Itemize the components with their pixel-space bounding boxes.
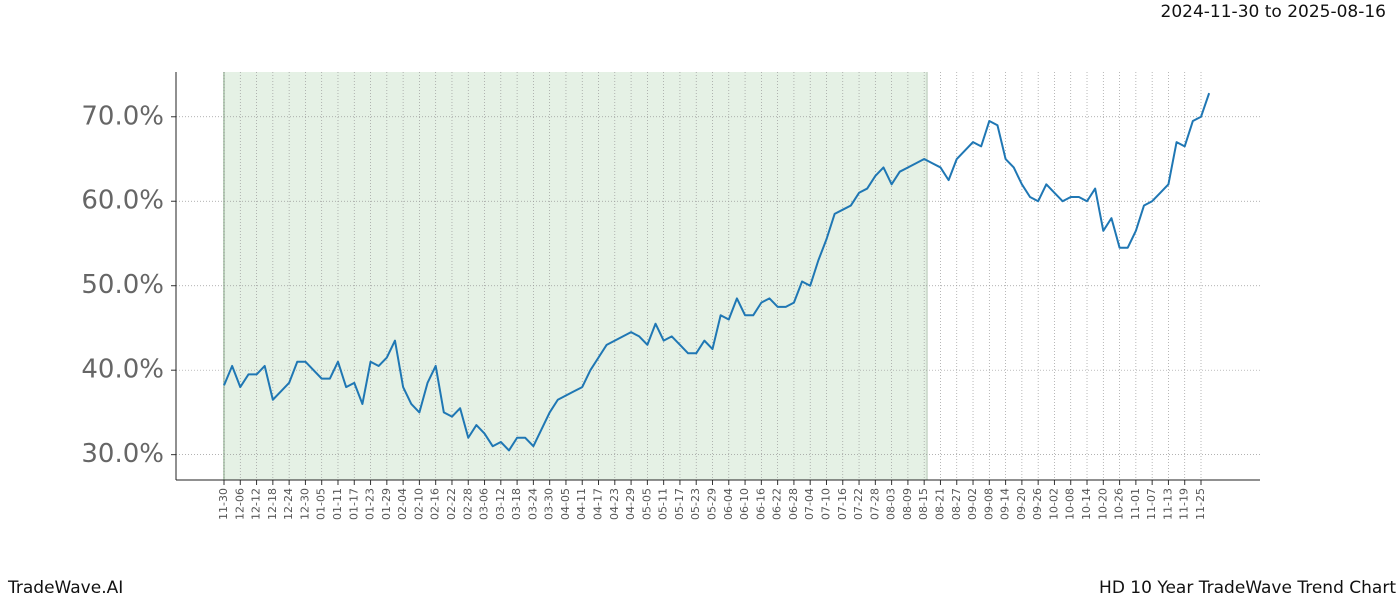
x-tick-label: 02-28 (461, 488, 474, 520)
x-tick-label: 02-10 (412, 488, 425, 520)
x-tick-label: 12-06 (233, 488, 246, 520)
x-tick-label: 12-12 (250, 488, 263, 520)
x-tick-label: 08-15 (917, 488, 930, 520)
x-tick-label: 06-10 (738, 488, 751, 520)
x-tick-label: 01-05 (315, 488, 328, 520)
x-tick-label: 02-16 (429, 488, 442, 520)
y-tick-label: 70.0% (81, 101, 164, 131)
x-tick-label: 07-04 (803, 488, 816, 520)
x-tick-label: 01-23 (364, 488, 377, 520)
x-tick-label: 07-28 (868, 488, 881, 520)
x-tick-label: 08-09 (901, 488, 914, 520)
x-tick-label: 08-27 (950, 488, 963, 520)
x-tick-label: 11-07 (1145, 488, 1158, 520)
x-tick-label: 01-17 (347, 488, 360, 520)
y-tick-label: 50.0% (81, 270, 164, 300)
x-tick-label: 09-26 (1031, 488, 1044, 520)
y-tick-label: 40.0% (81, 355, 164, 385)
x-tick-label: 11-13 (1161, 488, 1174, 520)
x-tick-label: 03-30 (543, 488, 556, 520)
x-tick-label: 04-05 (559, 488, 572, 520)
x-tick-label: 03-06 (478, 488, 491, 520)
x-tick-label: 10-14 (1080, 488, 1093, 520)
x-tick-label: 05-23 (689, 488, 702, 520)
x-tick-label: 05-05 (640, 488, 653, 520)
x-tick-label: 04-29 (624, 488, 637, 520)
x-tick-label: 09-14 (999, 488, 1012, 520)
x-tick-label: 03-24 (526, 488, 539, 520)
x-tick-label: 05-11 (657, 488, 670, 520)
x-tick-label: 11-01 (1129, 488, 1142, 520)
x-tick-label: 07-10 (819, 488, 832, 520)
y-tick-label: 60.0% (81, 186, 164, 216)
x-tick-label: 10-26 (1113, 488, 1126, 520)
x-tick-label: 12-18 (266, 488, 279, 520)
x-tick-label: 10-20 (1096, 488, 1109, 520)
y-tick-label: 30.0% (81, 439, 164, 469)
x-tick-label: 04-23 (608, 488, 621, 520)
x-tick-label: 02-04 (396, 488, 409, 520)
x-tick-label: 05-17 (673, 488, 686, 520)
x-tick-label: 12-24 (282, 488, 295, 520)
x-tick-label: 07-22 (852, 488, 865, 520)
footer-left: TradeWave.AI (7, 578, 123, 598)
x-tick-label: 08-21 (933, 488, 946, 520)
x-tick-label: 11-19 (1178, 488, 1191, 520)
x-tick-label: 09-20 (1015, 488, 1028, 520)
x-tick-label: 01-29 (380, 488, 393, 520)
x-tick-label: 06-28 (787, 488, 800, 520)
x-tick-label: 08-03 (885, 488, 898, 520)
x-tick-label: 11-30 (217, 488, 230, 520)
x-tick-label: 11-25 (1194, 488, 1207, 520)
x-tick-label: 02-22 (445, 488, 458, 520)
x-tick-label: 06-04 (722, 488, 735, 520)
x-tick-label: 06-16 (754, 488, 767, 520)
x-tick-label: 12-30 (298, 488, 311, 520)
x-tick-label: 03-12 (494, 488, 507, 520)
x-tick-label: 04-17 (592, 488, 605, 520)
x-tick-label: 07-16 (836, 488, 849, 520)
x-tick-label: 01-11 (331, 488, 344, 520)
x-tick-label: 06-22 (771, 488, 784, 520)
x-tick-label: 10-08 (1064, 488, 1077, 520)
x-tick-label: 10-02 (1047, 488, 1060, 520)
x-tick-label: 05-29 (706, 488, 719, 520)
x-tick-label: 09-08 (982, 488, 995, 520)
x-tick-label: 04-11 (575, 488, 588, 520)
trend-line (223, 92, 1211, 452)
x-tick-label: 03-18 (510, 488, 523, 520)
chart-title: 2024-11-30 to 2025-08-16 (1161, 2, 1386, 22)
highlight-region (224, 72, 927, 480)
footer-right: HD 10 Year TradeWave Trend Chart (1099, 578, 1396, 598)
x-tick-label: 09-02 (966, 488, 979, 520)
